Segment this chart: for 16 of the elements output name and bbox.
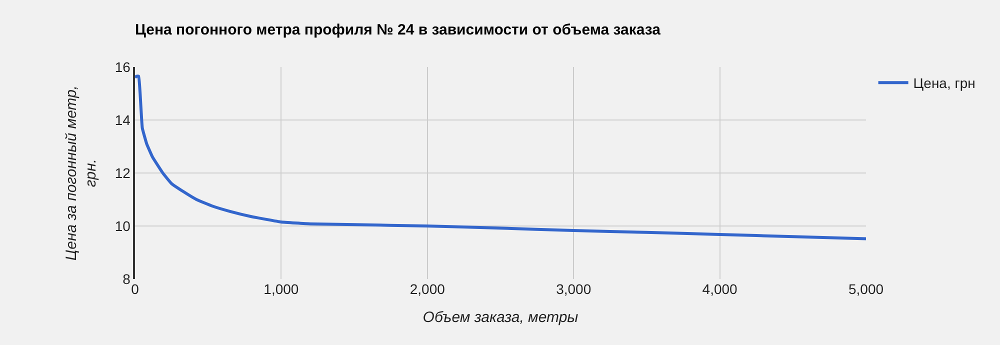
x-tick-label: 3,000: [556, 281, 592, 297]
chart-title: Цена погонного метра профиля № 24 в зависимости от объема заказа: [135, 22, 662, 39]
y-tick-label: 14: [114, 112, 131, 128]
y-tick-label: 12: [114, 164, 131, 181]
y-tick-label: 10: [114, 218, 131, 234]
x-tick-label: 0: [131, 281, 140, 297]
y-tick-label: 16: [114, 58, 131, 75]
x-tick-label: 1,000: [264, 281, 299, 297]
line-series: [135, 74, 866, 240]
x-tick-label: 5,000: [848, 281, 884, 297]
legend-label: Цена, грн: [913, 75, 976, 92]
y-axis-title: Цена за погонный метр, грн.: [63, 85, 100, 261]
x-tick-label: 2,000: [410, 281, 446, 297]
x-axis-title: Объем заказа, метры: [422, 309, 578, 326]
y-tick-label: 8: [122, 270, 131, 287]
x-tick-label: 4,000: [702, 281, 738, 297]
